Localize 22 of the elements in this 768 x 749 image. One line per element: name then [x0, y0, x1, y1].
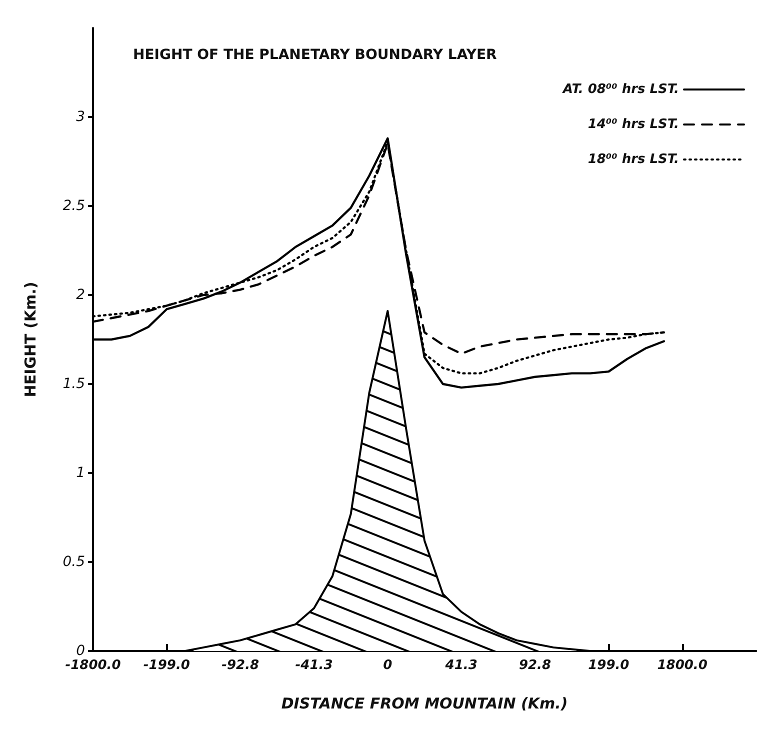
y-axis-title: HEIGHT (Km.): [22, 282, 40, 398]
y-tick-label: 1.5: [62, 376, 86, 392]
x-tick-label: 0: [383, 658, 392, 673]
x-tick-label: 1800.0: [657, 658, 708, 673]
y-tick-label: 1: [76, 465, 85, 481]
legend-label: 18⁰⁰ hrs LST.: [588, 152, 679, 167]
legend-label: 14⁰⁰ hrs LST.: [588, 117, 679, 132]
y-tick-label: 2: [76, 287, 86, 303]
y-tick-label: 0: [76, 643, 86, 659]
text: HEIGHT OF THE PLANETARY BOUNDARY LAYER: [133, 47, 498, 63]
x-axis-title: DISTANCE FROM MOUNTAIN (Km.): [281, 694, 568, 712]
x-tick-label: -41.3: [295, 658, 333, 673]
x-tick-label: 92.8: [518, 658, 552, 673]
x-tick-label: -92.8: [222, 658, 260, 673]
legend-label: AT. 08⁰⁰ hrs LST.: [562, 82, 679, 97]
x-tick-label: -199.0: [143, 658, 190, 673]
y-tick-label: 0.5: [62, 554, 86, 570]
y-tick-label: 3: [76, 109, 85, 125]
x-tick-label: 41.3: [444, 658, 478, 673]
x-tick-label: -1800.0: [65, 658, 121, 673]
x-tick-label: 199.0: [588, 658, 630, 673]
y-tick-label: 2.5: [62, 198, 86, 214]
